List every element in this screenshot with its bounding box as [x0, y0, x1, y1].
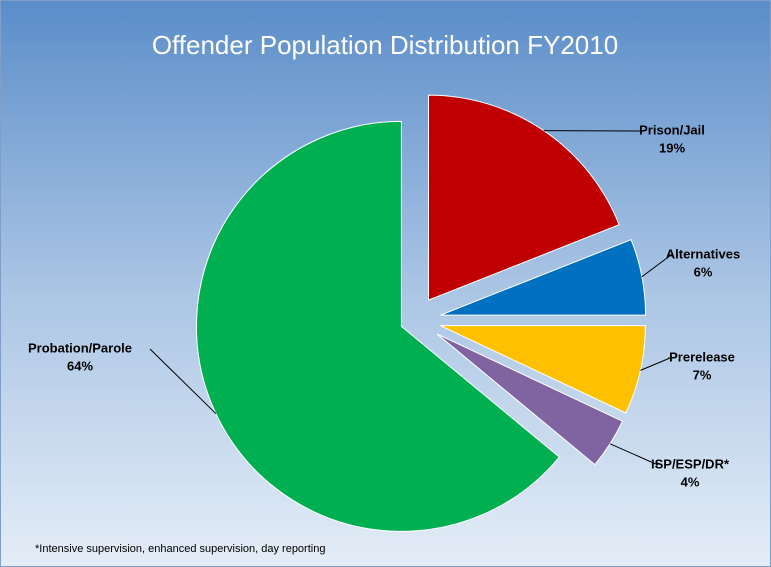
slice-label: Prison/Jail — [639, 122, 705, 137]
slice-label: ISP/ESP/DR* — [651, 456, 730, 471]
slice-label: Alternatives — [666, 246, 740, 261]
slice-value-label: 64% — [67, 358, 93, 373]
slice-label: Probation/Parole — [28, 340, 132, 355]
leader-line — [640, 357, 671, 371]
slice-value-label: 7% — [693, 367, 712, 382]
pie-slice — [440, 325, 646, 414]
leader-line — [609, 443, 659, 466]
slice-value-label: 4% — [681, 474, 700, 489]
chart-title: Offender Population Distribution FY2010 — [152, 30, 618, 60]
leader-line — [641, 254, 673, 278]
pie-slice — [440, 239, 647, 316]
slice-value-label: 19% — [659, 140, 685, 155]
pie-slice — [436, 333, 624, 466]
leader-line — [149, 348, 217, 415]
pie-slice — [195, 120, 561, 532]
footnote: *Intensive supervision, enhanced supervi… — [35, 543, 325, 555]
slice-label: Prerelease — [669, 349, 735, 364]
slice-value-label: 6% — [694, 264, 713, 279]
pie-slice — [427, 94, 620, 301]
